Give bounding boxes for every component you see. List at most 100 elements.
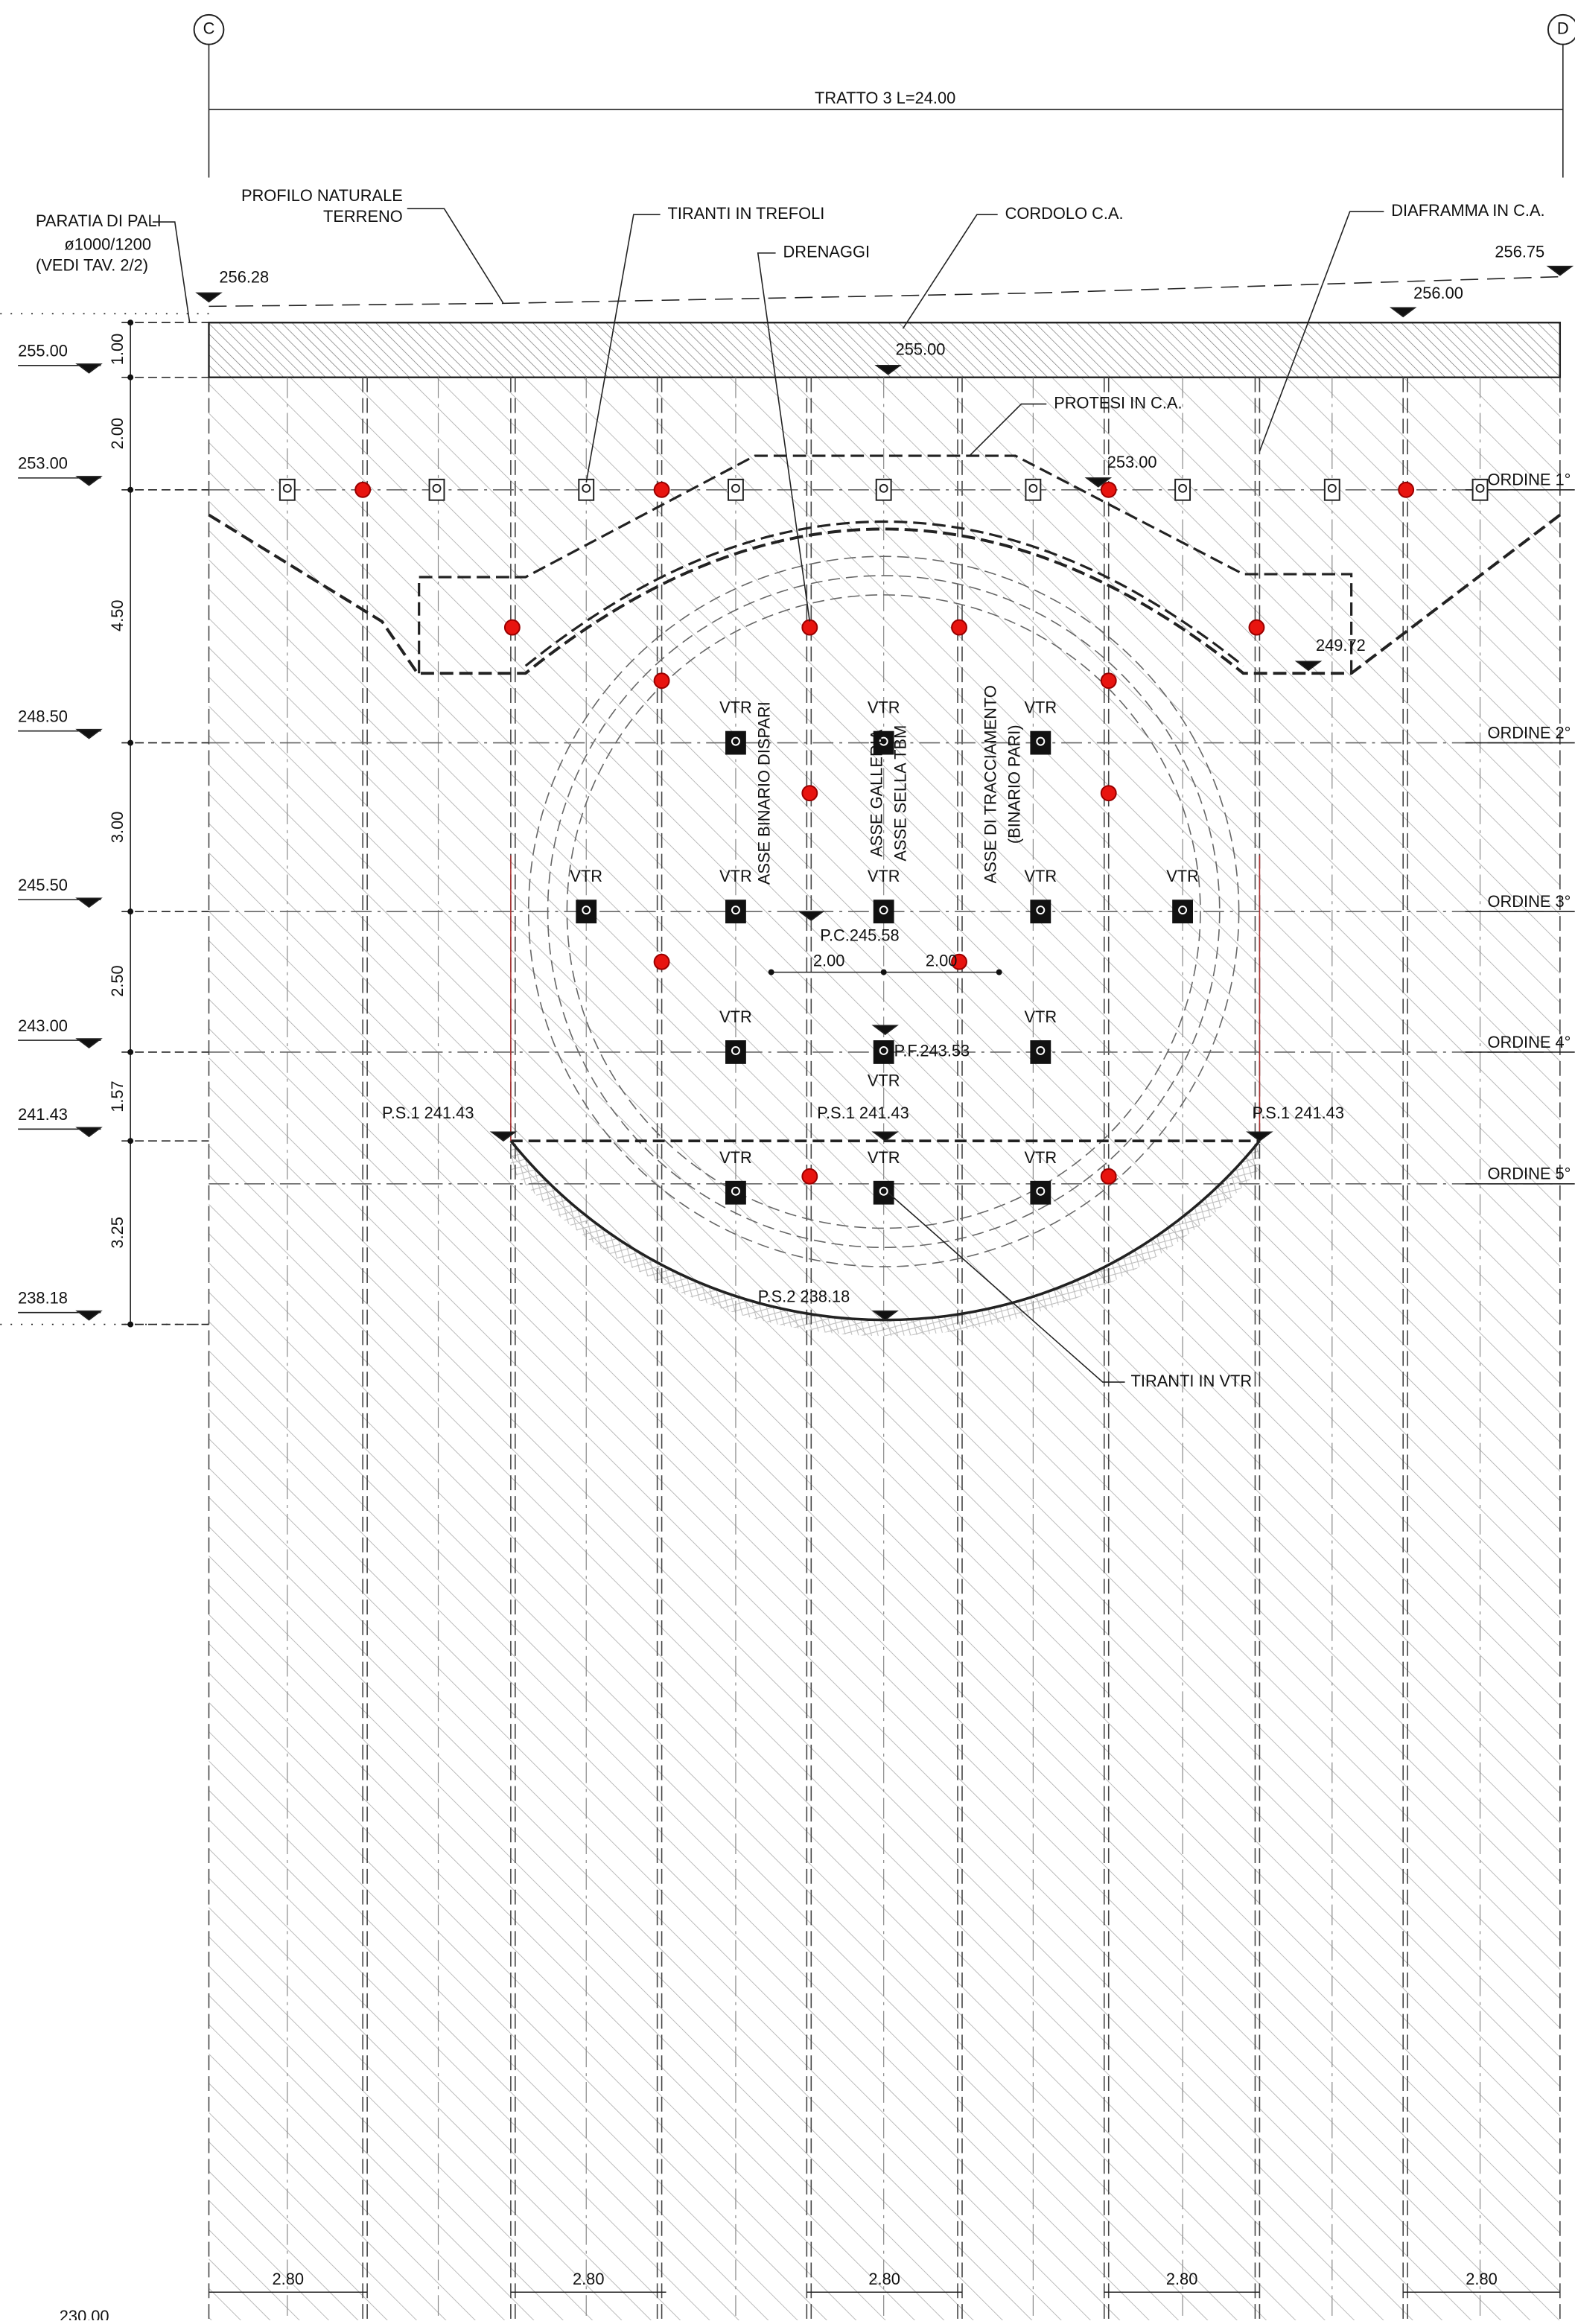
leader — [585, 214, 661, 483]
level-marker — [1389, 307, 1417, 318]
label: VTR — [1166, 867, 1199, 885]
anchor-eye — [1475, 483, 1485, 493]
level-marker — [75, 897, 103, 908]
dim-dot — [996, 969, 1002, 975]
vtr-anchor — [1172, 900, 1194, 924]
label: PROFILO NATURALE — [241, 186, 403, 205]
level-marker — [798, 911, 825, 922]
depth-dot — [127, 739, 134, 746]
strand-anchor — [1323, 478, 1340, 501]
label: 1.00 — [108, 334, 127, 366]
drain — [653, 672, 670, 690]
label: CORDOLO C.A. — [1005, 204, 1124, 223]
anchor-eye — [879, 905, 888, 915]
ground-hatch — [209, 377, 1560, 2320]
vtr-anchor — [1030, 900, 1051, 924]
label: VTR — [570, 867, 602, 885]
drain — [801, 619, 818, 636]
protesi — [208, 513, 1562, 675]
depth-dot — [127, 1048, 134, 1055]
depth-dot — [127, 908, 134, 915]
anchor-eye — [282, 483, 292, 493]
strand-anchor — [279, 478, 296, 501]
vtr-anchor — [1030, 1180, 1051, 1205]
label: P.S.1 241.43 — [382, 1104, 474, 1122]
label: TERRENO — [323, 207, 403, 226]
label: VTR — [868, 698, 900, 717]
level-marker — [871, 1131, 899, 1142]
level-marker — [75, 476, 103, 486]
drain — [1248, 619, 1265, 636]
vtr-anchor — [725, 900, 746, 924]
label: TRATTO 3 L=24.00 — [815, 89, 955, 107]
tunnel-ring — [527, 555, 1240, 1267]
label: VTR — [868, 1148, 900, 1167]
label: VTR — [1024, 867, 1057, 885]
tunnel-ring — [566, 594, 1201, 1229]
label: 238.18 — [18, 1289, 68, 1308]
label: ASSE BINARIO DISPARI — [754, 701, 773, 885]
leader — [902, 214, 998, 329]
drain — [951, 953, 967, 970]
depth-dot — [127, 374, 134, 381]
label: TIRANTI IN TREFOLI — [668, 204, 825, 223]
anchor-eye — [731, 1186, 740, 1196]
anchor-eye — [582, 483, 591, 493]
label: 253.00 — [1107, 453, 1157, 471]
dim-dot — [768, 969, 774, 975]
vtr-anchor — [873, 1180, 894, 1205]
label: 255.00 — [18, 342, 68, 360]
strand-anchor — [875, 478, 892, 501]
depth-dot — [127, 319, 134, 326]
vtr-anchor — [725, 1180, 746, 1205]
level-marker — [874, 365, 902, 375]
label: 255.00 — [896, 340, 946, 359]
leader — [888, 1192, 1125, 1383]
label: DRENAGGI — [783, 243, 871, 261]
label: C — [203, 19, 215, 38]
anchor-eye — [731, 905, 740, 915]
label: ASSE GALLERIA — [867, 729, 885, 857]
label: 3.25 — [108, 1217, 127, 1249]
excavation-fill — [510, 1141, 1260, 1337]
level-marker — [75, 728, 103, 739]
label: 2.00 — [108, 418, 127, 450]
label: P.S.2 238.18 — [758, 1287, 850, 1306]
label: (BINARIO PARI) — [1005, 725, 1023, 844]
tunnel-ring — [547, 575, 1221, 1249]
anchor-eye — [731, 1045, 740, 1055]
vtr-anchor — [1030, 730, 1051, 755]
depth-dot — [127, 1321, 134, 1328]
drain — [1398, 481, 1415, 498]
label: P.S.1 241.43 — [1252, 1104, 1344, 1122]
level-marker — [1246, 1131, 1273, 1142]
label: 253.00 — [18, 454, 68, 473]
drain — [1100, 672, 1117, 690]
anchor-eye — [1178, 483, 1188, 493]
label: 2.00 — [926, 951, 958, 970]
label: 2.80 — [868, 2270, 900, 2288]
label: 2.00 — [813, 951, 845, 970]
vtr-anchor — [873, 900, 894, 924]
label: ø1000/1200 — [64, 235, 151, 254]
anchor-eye — [731, 736, 740, 746]
leader — [1259, 211, 1384, 452]
anchor-eye — [1327, 483, 1337, 493]
label: 2.80 — [1466, 2270, 1498, 2288]
vtr-anchor — [1030, 1040, 1051, 1064]
anchor-eye — [1028, 483, 1038, 493]
label: P.C.245.58 — [820, 926, 899, 945]
anchor-eye — [879, 1186, 888, 1196]
anchor-eye — [582, 905, 591, 915]
label: 230.00 — [60, 2307, 109, 2320]
vtr-anchor — [725, 730, 746, 755]
label: D — [1557, 19, 1569, 38]
label: VTR — [1024, 698, 1057, 717]
label: 1.57 — [108, 1080, 127, 1112]
level-marker — [195, 292, 223, 303]
drain — [951, 619, 967, 636]
label: 241.43 — [18, 1105, 68, 1124]
drain — [1100, 785, 1117, 802]
drain — [354, 481, 372, 498]
label: 248.50 — [18, 707, 68, 726]
